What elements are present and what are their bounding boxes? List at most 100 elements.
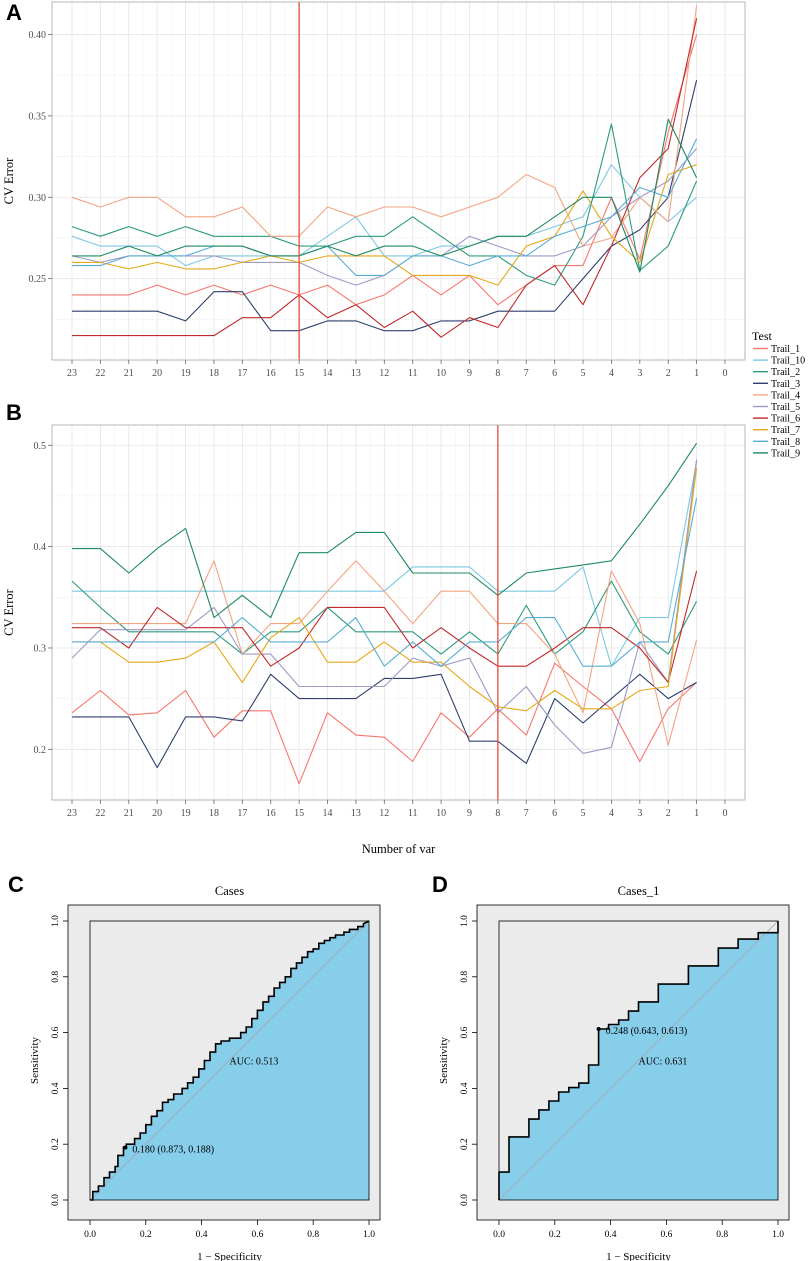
- legend-title: Test: [752, 329, 772, 343]
- x-tick-label: 16: [266, 808, 276, 819]
- x-tick-label: 23: [67, 808, 77, 819]
- x-tick-label: 0: [723, 808, 728, 819]
- x-tick-label: 6: [552, 368, 557, 379]
- y-tick-label: 0.0: [460, 1194, 470, 1206]
- x-tick-label: 16: [266, 368, 276, 379]
- series-line-trail-3: [72, 79, 698, 332]
- panel-label-d: D: [432, 872, 448, 897]
- x-tick-label: 11: [408, 808, 418, 819]
- x-tick-label: 8: [495, 808, 500, 819]
- panel-d-x-axis-title: 1 − Specificity: [606, 1251, 671, 1261]
- legend-label-trail-7: Trail_7: [771, 425, 800, 436]
- y-tick-label: 0.0: [51, 1194, 61, 1206]
- y-tick-label: 0.6: [51, 1026, 61, 1038]
- series-line-trail-7: [72, 467, 698, 712]
- legend-label-trail-2: Trail_2: [771, 367, 800, 378]
- series-line-trail-5: [71, 459, 698, 754]
- series-line-trail-6: [72, 18, 698, 338]
- panel-d-y-axis-title: Sensitivity: [438, 1036, 450, 1084]
- panel-c-roc-curve: [90, 920, 370, 1201]
- x-tick-label: 4: [609, 368, 614, 379]
- legend-label-trail-8: Trail_8: [771, 437, 800, 448]
- legend-label-trail-4: Trail_4: [771, 390, 800, 401]
- y-tick-label: 0.5: [34, 441, 47, 452]
- panel-b-x-axis-title: Number of var: [362, 842, 436, 856]
- x-tick-label: 1: [694, 368, 699, 379]
- panel-d-y-ticks: 0.0 0.2 0.4 0.6 0.8 1.0: [460, 915, 477, 1206]
- panel-label-c: C: [8, 872, 24, 897]
- panel-b-y-ticks: 0.2 0.3 0.4 0.5: [34, 441, 52, 756]
- x-tick-label: 18: [209, 808, 219, 819]
- x-tick-label: 6: [552, 808, 557, 819]
- legend-label-trail-3: Trail_3: [771, 379, 800, 390]
- panel-c-y-axis-title: Sensitivity: [29, 1036, 41, 1084]
- x-tick-label: 19: [181, 368, 191, 379]
- y-tick-label: 0.4: [34, 542, 47, 553]
- panel-b-grid: [52, 425, 745, 801]
- x-tick-label: 7: [524, 368, 529, 379]
- panel-b-x-ticks: 23 22 21 20 19 18 17 16 15 14 13 12 11 10 9 8 7 6 5 4 3 2 1 0: [67, 800, 728, 819]
- x-tick-label: 4: [609, 808, 614, 819]
- panel-a-y-ticks: 0.25 0.30 0.35 0.40: [29, 30, 52, 285]
- legend-label-trail-10: Trail_10: [771, 356, 805, 367]
- legend-label-trail-1: Trail_1: [771, 344, 800, 355]
- series-line-trail-1: [71, 662, 697, 785]
- y-tick-label: 0.3: [34, 643, 47, 654]
- panel-c-threshold-point: [123, 1145, 128, 1150]
- y-tick-label: 0.30: [29, 193, 47, 204]
- series-line-trail-4: [71, 5, 698, 247]
- x-tick-label: 0.0: [84, 1230, 96, 1240]
- x-tick-label: 3: [637, 368, 642, 379]
- panel-d-threshold-label: 0.248 (0.643, 0.613): [606, 1026, 688, 1037]
- x-tick-label: 0.0: [493, 1230, 505, 1240]
- x-tick-label: 8: [495, 368, 500, 379]
- x-tick-label: 17: [237, 808, 247, 819]
- x-tick-label: 11: [408, 368, 418, 379]
- legend-label-trail-9: Trail_9: [771, 448, 800, 459]
- x-tick-label: 22: [95, 808, 105, 819]
- panel-label-a: A: [6, 0, 22, 25]
- panel-c-y-ticks: 0.0 0.2 0.4 0.6 0.8 1.0: [51, 915, 68, 1206]
- panel-d-threshold-point: [596, 1026, 601, 1031]
- series-line-trail-8: [72, 138, 698, 276]
- panel-c-x-ticks: 0.0 0.2 0.4 0.6 0.8 1.0: [84, 1220, 375, 1240]
- panel-d-diagonal: [498, 920, 779, 1201]
- y-tick-label: 0.2: [460, 1138, 470, 1150]
- x-tick-label: 3: [637, 808, 642, 819]
- x-tick-label: 0.8: [716, 1230, 728, 1240]
- panel-a-x-ticks: 23 22 21 20 19 18 17 16 15 14 13 12 11 10 9 8 7 6 5 4 3 2 1 0: [67, 360, 728, 379]
- y-tick-label: 1.0: [460, 915, 470, 927]
- series-line-trail-2: [71, 580, 698, 655]
- panel-c-x-axis-title: 1 − Specificity: [197, 1251, 262, 1261]
- panel-a-series-group: [71, 5, 698, 338]
- x-tick-label: 21: [124, 368, 134, 379]
- x-tick-label: 0.4: [196, 1230, 208, 1240]
- x-tick-label: 0.2: [549, 1230, 561, 1240]
- x-tick-label: 20: [152, 808, 162, 819]
- x-tick-label: 1.0: [363, 1230, 375, 1240]
- x-tick-label: 12: [379, 368, 389, 379]
- x-tick-label: 2: [666, 808, 671, 819]
- panel-c-roc-chart: Cases 0.180 (0.873, 0.188) AUC: 0.513 0.…: [29, 884, 381, 1261]
- y-tick-label: 0.35: [29, 111, 47, 122]
- x-tick-label: 15: [294, 368, 304, 379]
- panel-d-roc-curve: [498, 921, 779, 1200]
- x-tick-label: 7: [524, 808, 529, 819]
- x-tick-label: 14: [323, 368, 333, 379]
- panel-c-threshold-label: 0.180 (0.873, 0.188): [132, 1145, 214, 1156]
- panel-c-auc-label: AUC: 0.513: [230, 1057, 279, 1068]
- x-tick-label: 5: [581, 808, 586, 819]
- x-tick-label: 20: [152, 368, 162, 379]
- y-tick-label: 0.40: [29, 30, 47, 41]
- panel-d-auc-label: AUC: 0.631: [639, 1057, 688, 1068]
- x-tick-label: 0.4: [605, 1230, 617, 1240]
- x-tick-label: 0.2: [140, 1230, 152, 1240]
- panel-label-b: B: [6, 400, 22, 425]
- x-tick-label: 9: [467, 368, 472, 379]
- y-tick-label: 0.6: [460, 1026, 470, 1038]
- y-tick-label: 0.8: [460, 971, 470, 983]
- x-tick-label: 22: [95, 368, 105, 379]
- panel-c-inner-frame: [89, 920, 370, 1201]
- series-line-trail-3: [72, 673, 697, 769]
